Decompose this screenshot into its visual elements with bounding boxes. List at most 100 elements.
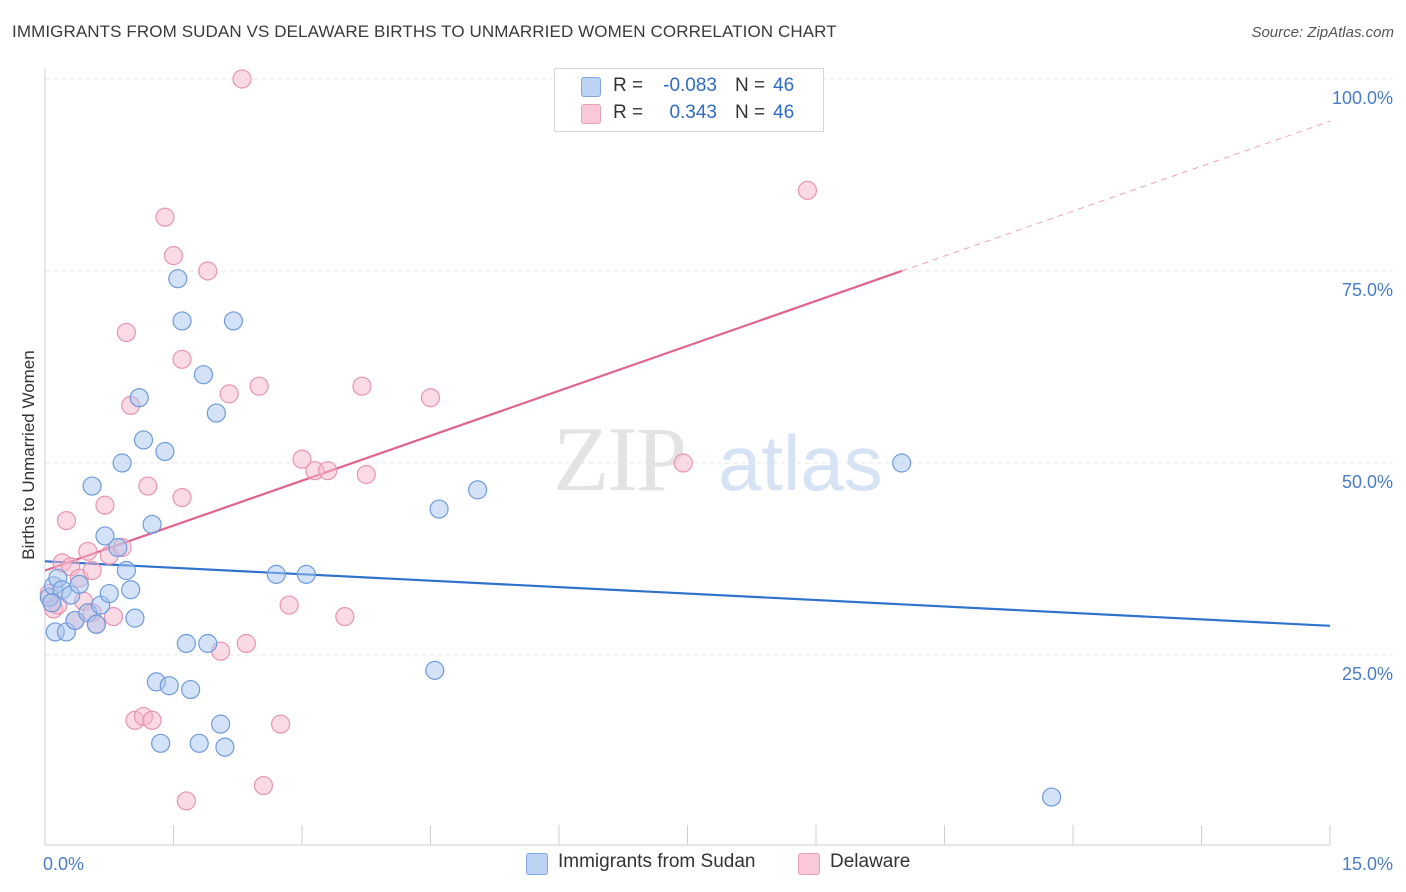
- y-tick-label: 25.0%: [1342, 664, 1393, 684]
- sudan-point: [82, 476, 102, 496]
- sudan-point: [168, 269, 188, 289]
- sudan-point: [1041, 787, 1062, 807]
- legend-row-delaware: R = 0.343 N = 46: [555, 102, 823, 126]
- sudan-point: [189, 733, 209, 753]
- sudan-point: [125, 608, 145, 628]
- n-label: N =: [735, 102, 766, 123]
- r-label: R =: [613, 75, 644, 96]
- delaware-point: [103, 606, 124, 627]
- correlation-legend: R = -0.083 N = 46 R = 0.343 N = 46: [554, 68, 824, 132]
- delaware-point: [116, 322, 136, 343]
- r-value: -0.083: [663, 75, 717, 96]
- delaware-point: [176, 791, 196, 811]
- sudan-point: [211, 714, 231, 734]
- delaware-point: [356, 464, 376, 485]
- delaware-point: [335, 606, 355, 627]
- y-axis-title: Births to Unmarried Women: [19, 350, 38, 559]
- delaware-point: [232, 69, 252, 89]
- y-tick-label: 50.0%: [1342, 472, 1393, 492]
- delaware-point: [797, 180, 818, 200]
- sudan-point: [86, 614, 107, 634]
- sudan-point: [425, 660, 445, 680]
- delaware-point: [420, 388, 441, 408]
- y-tick-labels: 25.0% 50.0% 75.0% 100.0%: [1332, 88, 1393, 684]
- delaware-point: [138, 476, 158, 496]
- sudan-point: [42, 593, 62, 613]
- sudan-point: [172, 311, 192, 331]
- legend-label: Immigrants from Sudan: [558, 851, 756, 872]
- delaware-point: [142, 710, 162, 730]
- sudan-point: [892, 453, 912, 473]
- sudan-point: [223, 311, 244, 331]
- x-tick-labels: 0.0% 15.0%: [43, 854, 1393, 874]
- delaware-point: [236, 633, 256, 654]
- source-credit: Source: ZipAtlas.com: [1251, 24, 1394, 41]
- sudan-point: [95, 526, 115, 546]
- x-tick-label: 15.0%: [1342, 854, 1393, 874]
- sudan-point: [296, 564, 316, 584]
- watermark-zip: ZIP: [553, 408, 685, 510]
- sudan-point: [266, 564, 286, 584]
- legend-label: Delaware: [830, 851, 911, 872]
- delaware-point: [155, 207, 175, 227]
- delaware-point: [352, 376, 372, 396]
- delaware-point: [82, 560, 102, 581]
- n-value: 46: [773, 102, 795, 123]
- delaware-point: [172, 349, 192, 369]
- sudan-point: [159, 676, 179, 696]
- sudan-point: [206, 403, 226, 423]
- sudan-point: [129, 388, 149, 408]
- n-value: 46: [773, 75, 795, 96]
- sudan-point: [181, 679, 201, 700]
- sudan-point: [116, 560, 136, 581]
- sudan-point: [468, 480, 488, 500]
- sudan-point: [142, 514, 162, 535]
- trend-lines: [44, 120, 1331, 627]
- delaware-point: [318, 461, 338, 481]
- delaware-swatch: [581, 104, 601, 124]
- delaware-point: [253, 775, 274, 796]
- x-tick-label: 0.0%: [43, 854, 84, 874]
- sudan-swatch: [526, 853, 548, 875]
- sudan-point: [429, 499, 449, 519]
- delaware-point: [163, 246, 184, 266]
- delaware-point: [198, 261, 218, 281]
- chart-title: IMMIGRANTS FROM SUDAN VS DELAWARE BIRTHS…: [12, 22, 837, 41]
- delaware-point: [270, 714, 291, 734]
- sudan-point: [155, 441, 175, 462]
- sudan-swatch: [581, 77, 601, 97]
- delaware-point: [292, 449, 312, 469]
- sudan-point: [69, 574, 89, 594]
- delaware-point: [172, 487, 192, 508]
- sudan-point: [193, 365, 214, 385]
- sudan-point: [121, 580, 141, 600]
- delaware-point: [219, 384, 239, 404]
- n-label: N =: [735, 75, 766, 96]
- delaware-swatch: [798, 853, 820, 875]
- r-label: R =: [613, 102, 644, 123]
- sudan-point: [108, 537, 128, 558]
- delaware-point: [249, 376, 269, 396]
- data-points: [39, 69, 1062, 811]
- axes: [44, 68, 1331, 846]
- sudan-point: [99, 583, 119, 604]
- delaware-trend-line: [44, 269, 903, 572]
- y-tick-label: 75.0%: [1342, 280, 1393, 300]
- delaware-point: [95, 495, 115, 515]
- watermark: ZIP atlas: [553, 408, 883, 510]
- r-value: 0.343: [669, 102, 717, 123]
- sudan-point: [176, 633, 196, 654]
- sudan-point: [112, 453, 132, 473]
- delaware-point: [279, 595, 299, 615]
- delaware-point: [78, 541, 98, 561]
- y-tick-label: 100.0%: [1332, 88, 1393, 108]
- watermark-atlas: atlas: [718, 419, 883, 507]
- sudan-trend-line: [44, 560, 1331, 627]
- sudan-point: [133, 430, 154, 450]
- delaware-trend-extrapolated: [901, 120, 1331, 272]
- sudan-point: [198, 633, 218, 654]
- delaware-point: [56, 510, 77, 531]
- legend-row-sudan: R = -0.083 N = 46: [555, 75, 823, 99]
- delaware-point: [673, 453, 693, 473]
